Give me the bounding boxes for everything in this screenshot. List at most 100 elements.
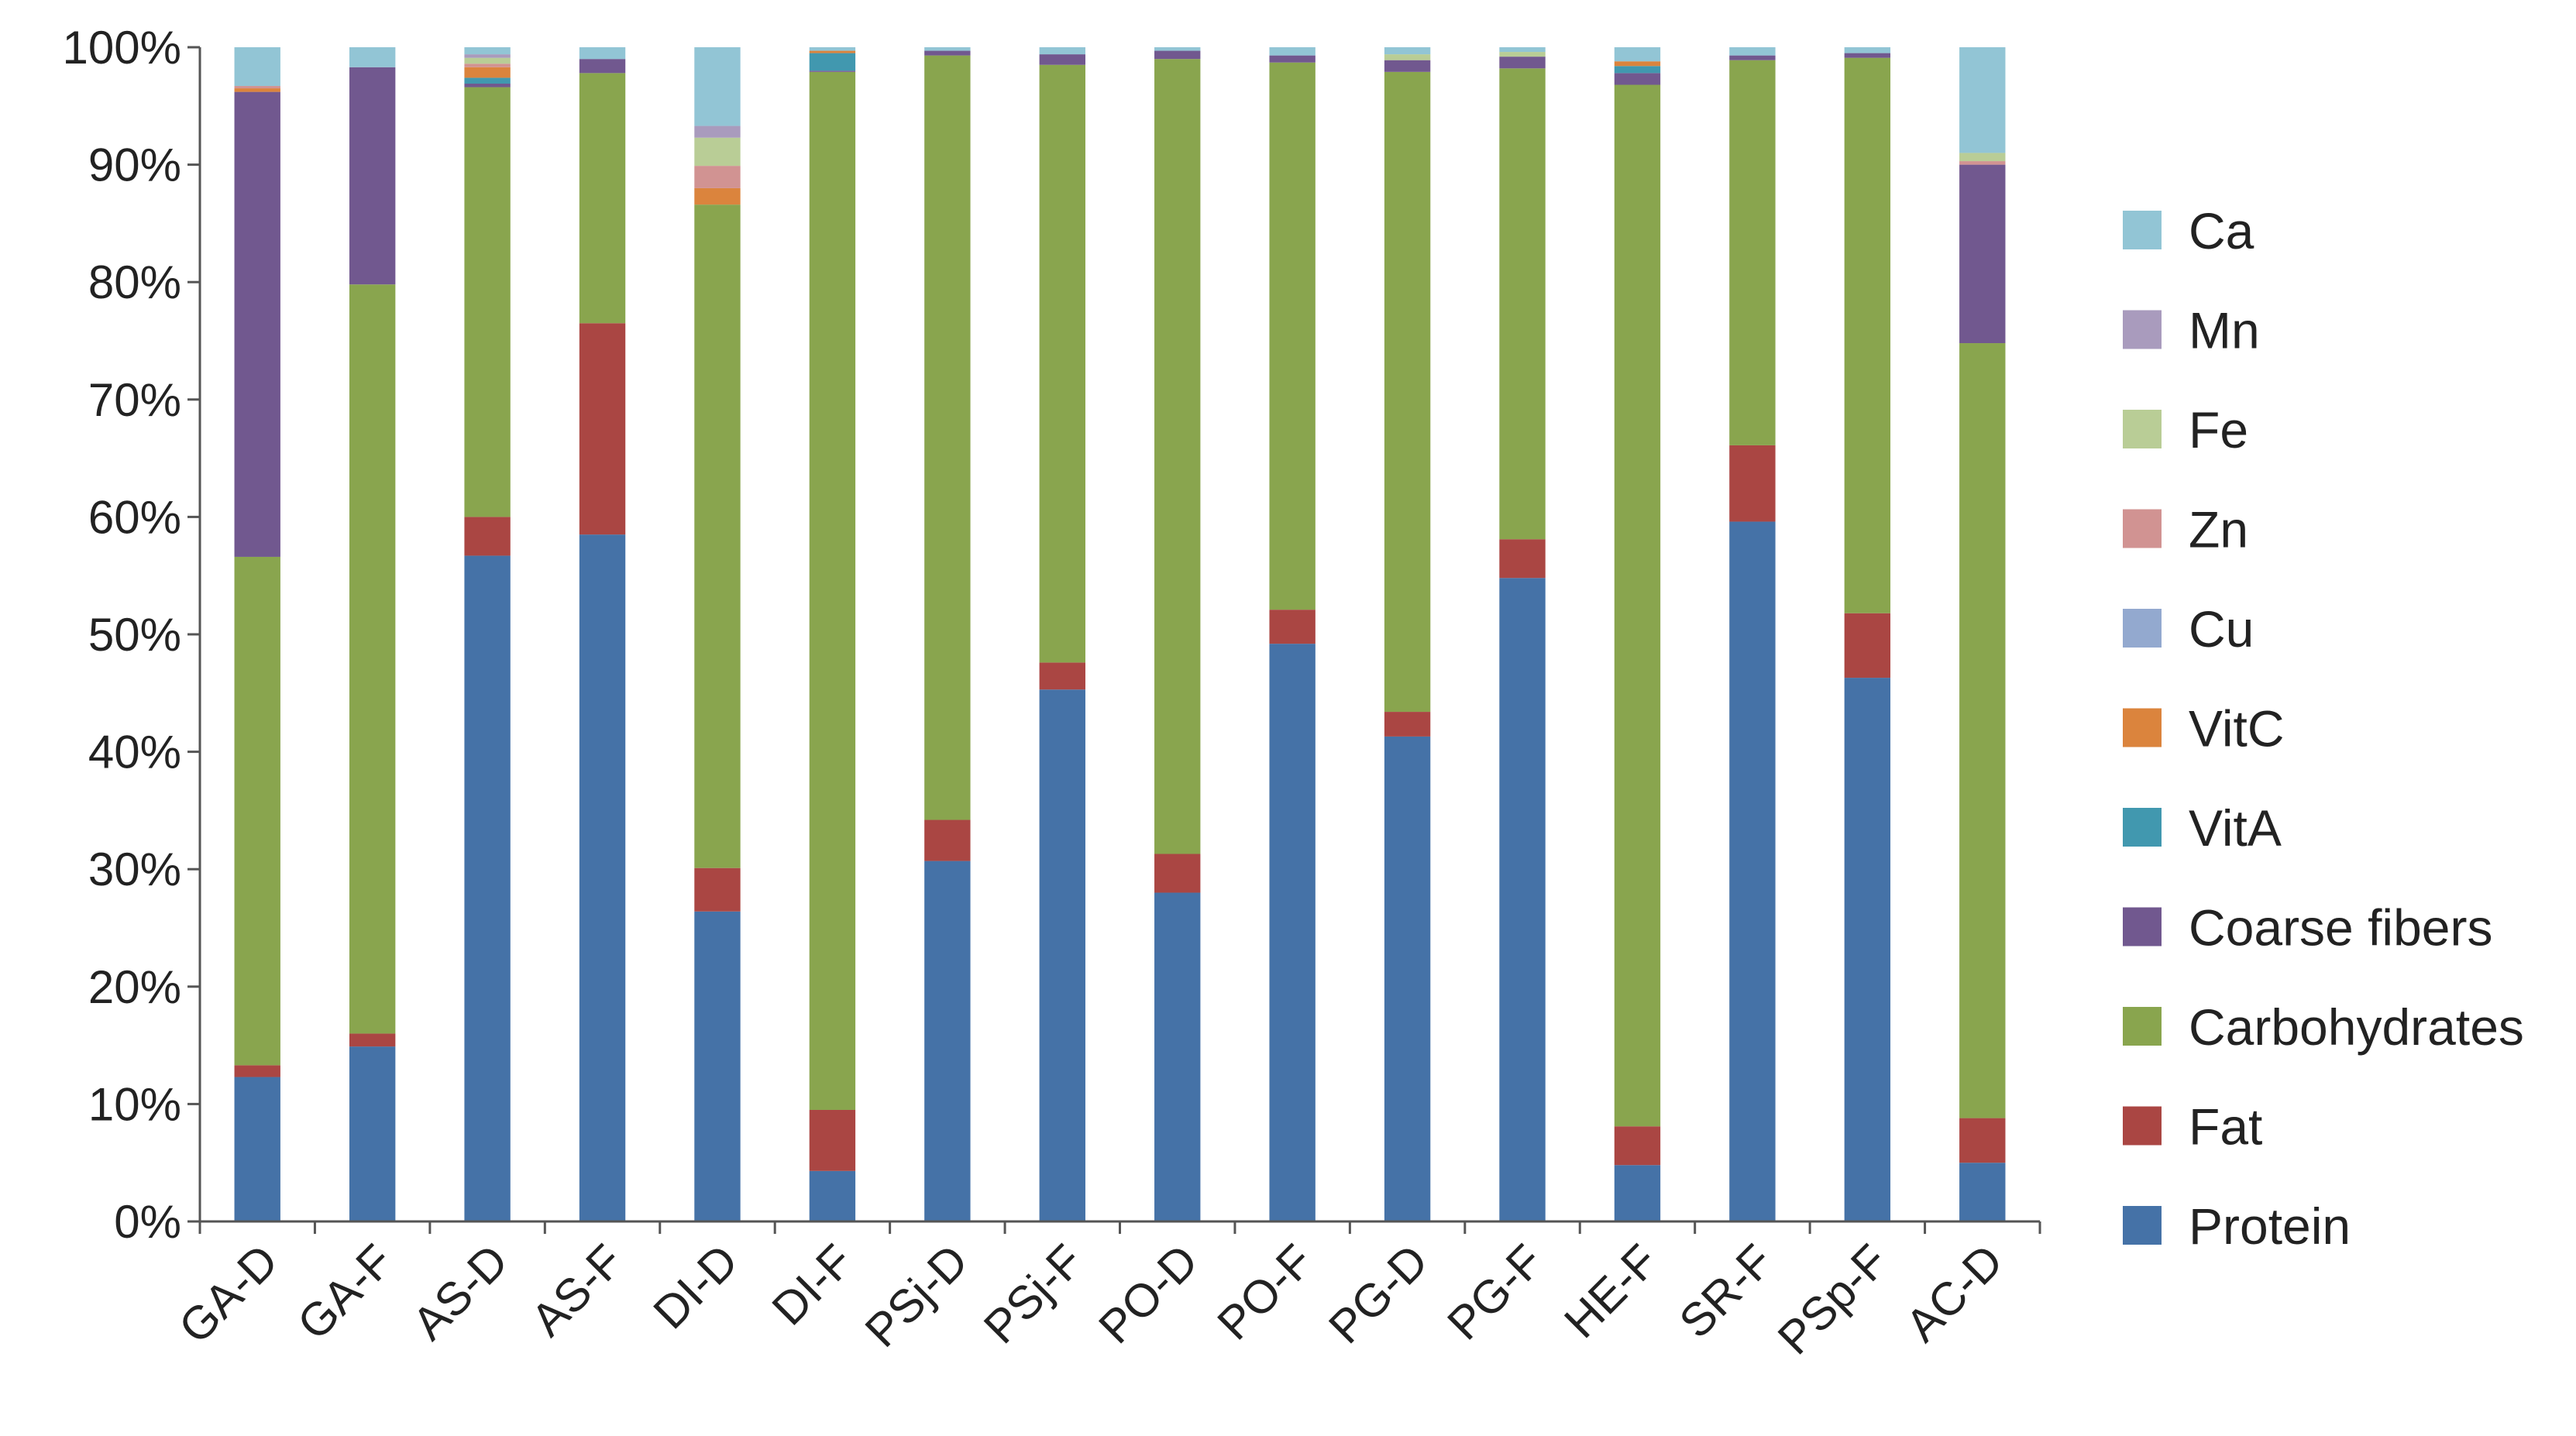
x-tick-label-pg-d: PG-D [1319,1235,1437,1353]
bar-segment-di-d-ca [694,47,741,126]
bar-segment-psp-f-coarse-fibers [1844,53,1891,58]
legend-swatch-vitc [2123,708,2162,747]
y-tick-label: 80% [88,256,181,308]
bar-segment-ga-d-carbohydrates [234,556,280,1066]
bar-segment-di-d-fat [694,867,741,912]
legend-swatch-mn [2123,310,2162,349]
legend-label-carbohydrates: Carbohydrates [2189,998,2524,1056]
bar-segment-psj-f-ca [1039,47,1085,55]
bar-segment-as-f-protein [579,534,626,1221]
bar-segment-psj-d-ca [924,47,971,51]
legend-label-vita: VitA [2189,799,2282,857]
legend-swatch-vita [2123,808,2162,847]
bar-segment-pg-d-carbohydrates [1384,71,1431,713]
bar-segment-di-d-carbohydrates [694,204,741,868]
bar-segment-pg-f-coarse-fibers [1499,57,1546,69]
bar-segment-ga-d-ca [234,47,280,87]
bar-segment-po-f-protein [1269,644,1316,1221]
x-tick-label-sr-f: SR-F [1670,1235,1783,1348]
legend-swatch-coarse-fibers [2123,907,2162,946]
bar-segment-psj-f-fat [1039,662,1085,690]
bar-segment-pg-f-carbohydrates [1499,68,1546,540]
x-tick-label-di-f: DI-F [762,1235,863,1335]
bar-segment-psp-f-ca [1844,47,1891,53]
bar-segment-psj-f-coarse-fibers [1039,54,1085,65]
bar-segment-as-f-coarse-fibers [579,59,626,74]
bar-segment-as-d-zn [464,64,511,67]
bar-segment-pg-d-fat [1384,712,1431,737]
bar-segment-po-d-carbohydrates [1154,59,1201,854]
bar-segment-ga-d-zn [234,86,280,89]
bar-segment-di-f-protein [809,1170,856,1221]
bar-segment-po-d-coarse-fibers [1154,50,1201,60]
bar-segment-pg-f-fe [1499,52,1546,57]
bar-segment-di-f-fat [809,1109,856,1171]
bar-segment-as-d-vitc [464,67,511,78]
y-tick-label: 20% [88,961,181,1013]
bar-segment-as-d-ca [464,47,511,55]
bar-segment-psp-f-fat [1844,613,1891,678]
bar-segment-po-f-fat [1269,610,1316,644]
bar-segment-ac-d-protein [1959,1163,2006,1221]
legend-label-mn: Mn [2189,302,2260,359]
bar-segment-ac-d-ca [1959,47,2006,153]
bar-segment-psj-d-carbohydrates [924,55,971,820]
bar-segment-di-d-vitc [694,187,741,205]
bar-segment-ac-d-carbohydrates [1959,343,2006,1118]
bar-segment-ga-f-ca [349,47,396,67]
bar-segment-ga-d-fat [234,1065,280,1077]
legend-label-fat: Fat [2189,1098,2262,1156]
bar-segment-po-f-ca [1269,47,1316,56]
x-tick-label-po-d: PO-D [1089,1235,1207,1353]
bar-segment-he-f-vitc [1614,61,1661,67]
bar-segment-ga-f-fat [349,1033,396,1047]
bar-segment-he-f-vita [1614,66,1661,74]
bar-segment-di-d-fe [694,137,741,167]
bar-segment-ga-f-protein [349,1046,396,1221]
legend-swatch-cu [2123,609,2162,648]
bar-segment-ac-d-coarse-fibers [1959,164,2006,344]
bar-segment-ga-d-coarse-fibers [234,91,280,557]
bar-segment-di-d-zn [694,166,741,188]
bar-segment-as-f-fat [579,323,626,535]
x-tick-label-as-f: AS-F [521,1235,633,1346]
legend-swatch-ca [2123,211,2162,249]
bar-segment-pg-d-ca [1384,47,1431,55]
y-tick-label: 0% [114,1196,181,1248]
bar-segment-di-f-coarse-fibers [809,70,856,72]
x-tick-label-psj-f: PSj-F [974,1235,1092,1353]
bar-segment-ga-f-carbohydrates [349,284,396,1034]
x-tick-label-ac-d: AC-D [1896,1235,2013,1352]
x-tick-label-di-d: DI-D [644,1235,748,1339]
y-tick-label: 70% [88,374,181,426]
bar-segment-ac-d-fe [1959,153,2006,162]
bar-segment-psj-f-carbohydrates [1039,64,1085,663]
bar-segment-sr-f-ca [1729,47,1776,56]
bar-segment-po-f-carbohydrates [1269,62,1316,610]
bar-segment-po-f-coarse-fibers [1269,55,1316,63]
y-tick-label: 50% [88,609,181,661]
legend-label-cu: Cu [2189,600,2254,658]
bar-segment-he-f-coarse-fibers [1614,73,1661,85]
legend-swatch-protein [2123,1206,2162,1245]
bar-segment-ga-f-coarse-fibers [349,67,396,285]
legend-label-protein: Protein [2189,1197,2351,1255]
y-tick-label: 90% [88,139,181,191]
bar-segment-psj-d-coarse-fibers [924,50,971,56]
y-tick-label: 100% [63,22,181,74]
bar-segment-psp-f-protein [1844,678,1891,1221]
legend-swatch-zn [2123,509,2162,548]
bar-segment-ac-d-zn [1959,161,2006,165]
bar-segment-pg-f-protein [1499,578,1546,1221]
bar-segment-sr-f-coarse-fibers [1729,55,1776,60]
x-tick-label-ga-f: GA-F [287,1235,403,1350]
x-tick-label-psj-d: PSj-D [855,1235,978,1357]
y-tick-label: 40% [88,727,181,778]
bar-segment-sr-f-protein [1729,521,1776,1221]
bar-segment-ga-d-protein [234,1077,280,1221]
bars-layer [234,47,2006,1221]
bar-segment-po-d-ca [1154,47,1201,51]
bar-segment-di-f-vitc [809,50,856,53]
x-tick-label-he-f: HE-F [1554,1235,1667,1348]
